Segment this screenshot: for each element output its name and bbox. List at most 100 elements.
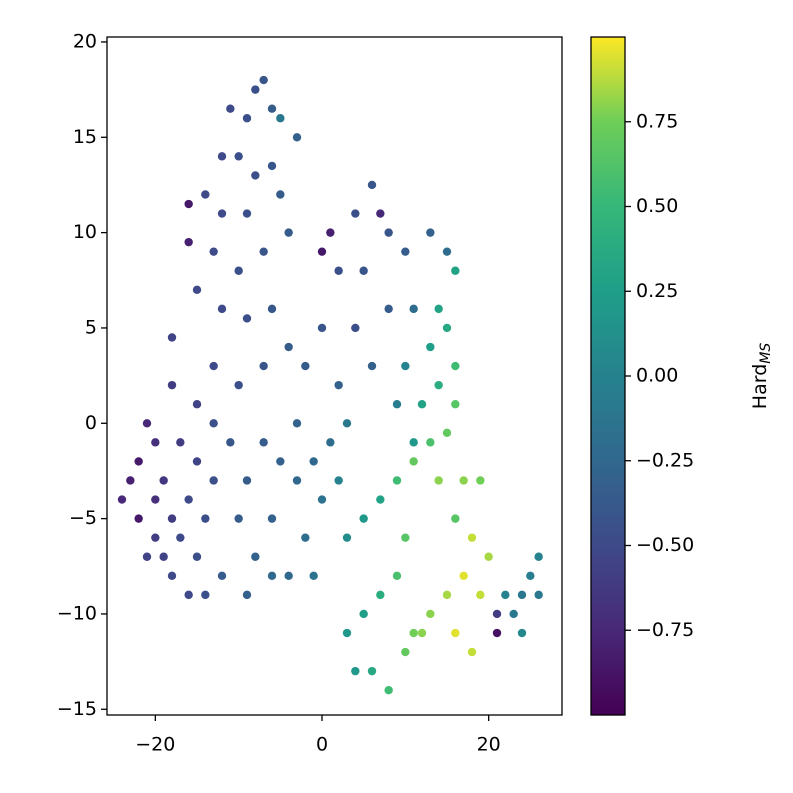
colorbar-tick-label: 0.25 [636,280,678,302]
scatter-point [467,647,477,657]
y-tick-label: 15 [73,126,97,148]
scatter-point [201,190,210,199]
colorbar-label: HardMS [749,343,775,410]
scatter-point [334,476,343,485]
scatter-point [526,571,535,581]
scatter-point [334,266,343,275]
scatter-point [184,495,193,504]
colorbar-tick-label: 0.50 [636,195,678,217]
scatter-point [126,476,135,485]
scatter-point [384,686,393,695]
scatter-point [401,533,410,542]
scatter-point [251,171,260,180]
y-tick-label: 10 [73,221,97,243]
scatter-point [134,457,143,466]
scatter-point [409,628,418,638]
scatter-point [292,476,302,485]
scatter-point [451,266,460,275]
scatter-point [267,514,277,523]
scatter-point [417,400,427,409]
scatter-point [209,419,218,428]
scatter-point [326,228,335,237]
scatter-point [167,571,177,581]
y-tick-label: −15 [57,698,97,720]
scatter-point [167,514,177,523]
scatter-point [184,199,193,209]
scatter-point [142,552,152,561]
scatter-point [392,476,402,485]
scatter-point [167,380,177,390]
plot-frame [106,36,563,716]
scatter-point [434,476,443,485]
scatter-point [392,571,402,581]
scatter-point [276,190,285,199]
scatter-point [476,476,485,485]
scatter-point [376,590,385,600]
scatter-point [476,590,485,600]
scatter-point [367,180,377,190]
scatter-point [201,514,210,523]
scatter-point [234,380,243,390]
scatter-point [326,438,335,447]
scatter-point [501,590,510,600]
scatter-point [267,571,277,581]
scatter-point [434,304,443,314]
colorbar-tick-label: 0.00 [636,365,678,387]
scatter-point [409,304,418,314]
scatter-point [192,552,202,561]
scatter-point [176,533,185,542]
scatter-point [509,609,518,619]
scatter-point [259,438,268,447]
scatter-point [292,133,302,142]
scatter-point [309,457,318,466]
scatter-point [276,457,285,466]
scatter-point [451,361,460,371]
scatter-point [426,228,435,237]
scatter-point [401,647,410,657]
scatter-point [534,552,543,561]
scatter-point [367,666,377,676]
scatter-point [409,438,418,447]
scatter-point [301,533,310,542]
scatter-point [159,476,168,485]
scatter-point [234,514,243,523]
scatter-point [467,533,477,542]
scatter-point [259,75,268,85]
scatter-point [342,628,352,638]
scatter-point [401,361,410,371]
scatter-point [259,247,268,256]
scatter-point [351,666,360,676]
scatter-point [276,114,285,123]
scatter-point [242,114,252,123]
y-tick-label: 20 [73,30,97,52]
scatter-point [242,590,252,600]
y-tick-label: −10 [57,602,97,624]
scatter-point [176,438,185,447]
y-tick-label: 0 [85,412,97,434]
scatter-point [451,514,460,523]
scatter-point [226,438,235,447]
scatter-point [392,400,402,409]
scatter-point [451,628,460,638]
colorbar [590,36,626,716]
colorbar-label-main: Hard [749,364,771,409]
scatter-point [342,419,352,428]
scatter-point [492,609,502,619]
x-tick-label: 20 [477,734,501,756]
x-tick-label: 0 [316,734,328,756]
scatter-point [242,476,252,485]
scatter-point [334,380,343,390]
y-tick-label: −5 [69,507,97,529]
scatter-point [226,104,235,113]
scatter-point [309,571,318,581]
colorbar-tick-label: 0.75 [636,110,678,132]
scatter-point [376,495,385,504]
scatter-point [426,342,435,352]
scatter-point [359,266,368,275]
scatter-point [159,552,168,561]
scatter-point [134,514,143,523]
colorbar-tick-label: −0.75 [636,619,694,641]
scatter-point [184,237,193,247]
scatter-point [442,323,452,333]
scatter-point [251,85,260,94]
